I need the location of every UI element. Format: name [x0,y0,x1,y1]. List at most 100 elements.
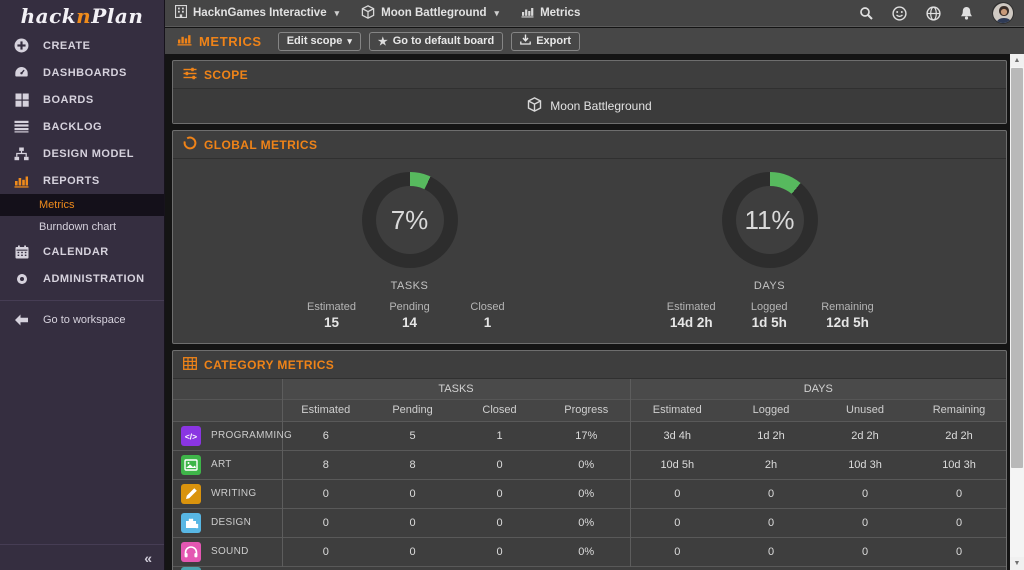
topbar: HacknGames Interactive ▾ Moon Battlegrou… [165,0,1024,27]
sidebar-item-label: BOARDS [43,93,94,106]
sidebar-item-dashboards[interactable]: DASHBOARDS [0,59,164,86]
feedback-smiley-icon[interactable] [892,5,907,21]
go-to-workspace-link[interactable]: Go to workspace [0,307,164,333]
sidebar-subitem-label: Burndown chart [39,221,117,233]
metrics-toolbar: METRICS Edit scope ▾ ★ Go to default boa… [165,28,1024,54]
export-button[interactable]: Export [511,31,581,51]
table-row: ART 8 8 0 0% 10d 5h 2h 10d 3h 10d 3h [173,449,1007,479]
days-stats: Estimated 14d 2h Logged 1d 5h Remaining … [665,301,874,330]
sidebar: hack n Plan CREATE DASHBOARDS BOARDS BACKL [0,0,165,570]
bar-chart-icon [521,6,534,21]
gear-icon [13,271,30,286]
workspace-selector[interactable]: HacknGames Interactive ▾ [174,4,340,21]
edit-scope-label: Edit scope [286,35,343,47]
puzzle-icon [181,512,201,533]
category-metrics-panel: CATEGORY METRICS TASKS DAYS Es [172,350,1007,570]
chevron-down-icon: ▾ [347,35,352,46]
col-header: Estimated [281,398,369,421]
table-column-header-row: Estimated Pending Closed Progress Estima… [173,398,1007,421]
metric-cell: 0 [456,478,543,508]
logo-text-accent: n [76,4,92,28]
user-avatar[interactable] [992,2,1014,24]
edit-scope-button[interactable]: Edit scope ▾ [277,31,361,51]
collapse-sidebar-icon[interactable]: « [144,549,152,566]
metric-cell: 0 [281,478,369,508]
bar-chart-icon [177,33,192,49]
sidebar-subitem-label: Metrics [39,199,75,211]
sidebar-item-label: BACKLOG [43,120,103,133]
metric-cell: 0 [912,536,1007,566]
sidebar-item-create[interactable]: CREATE [0,32,164,59]
metric-cell: 2d 2h [912,420,1007,450]
sidebar-collapse-bar: « [0,544,164,570]
cube-icon [361,4,375,22]
plus-circle-icon [13,38,30,53]
sidebar-item-label: ADMINISTRATION [43,272,145,285]
sidebar-item-backlog[interactable]: BACKLOG [0,113,164,140]
metric-cell: 10d 5h [629,449,725,479]
stat-logged: Logged 1d 5h [750,301,788,330]
scope-project-item[interactable]: Moon Battleground [173,89,1006,123]
metric-cell: 0 [369,478,456,508]
metric-cell: 0 [369,507,456,537]
go-to-default-board-button[interactable]: ★ Go to default board [368,31,504,51]
project-selector[interactable]: Moon Battleground ▾ [361,4,499,22]
category-name: WRITING [211,488,257,499]
page-title-text: METRICS [199,33,262,49]
workspace-name: HacknGames Interactive [193,7,327,19]
topbar-actions [859,2,1014,24]
metric-cell: 0 [912,507,1007,537]
sidebar-item-design-model[interactable]: DESIGN MODEL [0,140,164,167]
table-icon [183,356,197,373]
category-name-cell: ART [173,449,282,479]
days-percent-value: 11% [744,204,795,235]
sidebar-subitem-burndown-chart[interactable]: Burndown chart [0,216,164,238]
metric-cell: 0 [456,507,543,537]
chevron-down-icon: ▾ [334,7,340,18]
sidebar-divider [0,300,164,301]
col-header: Estimated [629,398,725,421]
scroll-down-arrow[interactable]: ▼ [1010,557,1024,570]
table-group-header-row: TASKS DAYS [173,379,1007,399]
col-header: Progress [543,398,631,421]
metric-cell: 0 [456,449,543,479]
sidebar-item-administration[interactable]: ADMINISTRATION [0,265,164,292]
col-header: Pending [369,398,456,421]
metric-cell: 0 [724,478,819,508]
globe-icon[interactable] [926,5,941,21]
category-metrics-table: TASKS DAYS Estimated Pending Closed Prog… [173,379,1007,570]
tasks-caption: TASKS [390,280,429,292]
scroll-up-arrow[interactable]: ▲ [1010,54,1024,67]
col-header: Logged [724,398,819,421]
notifications-bell-icon[interactable] [960,6,973,20]
sidebar-item-boards[interactable]: BOARDS [0,86,164,113]
sidebar-item-reports[interactable]: REPORTS [0,167,164,194]
code-icon: </> [181,425,201,446]
group-header-tasks: TASKS [281,379,631,399]
tasks-donut-group: 7% TASKS Estimated 15 Pending 14 [280,172,540,343]
category-metrics-header: CATEGORY METRICS [173,351,1006,379]
calendar-icon [13,244,30,259]
sidebar-item-calendar[interactable]: CALENDAR [0,238,164,265]
metric-cell: 10d 3h [912,449,1007,479]
board-grid-icon [13,92,30,107]
scrollbar-thumb[interactable] [1011,68,1023,468]
stat-estimated: Estimated 15 [307,301,356,330]
metric-cell: 0 [818,507,913,537]
gauge-icon [13,65,30,80]
sidebar-item-label: CREATE [43,39,91,52]
sidebar-subitem-metrics[interactable]: Metrics [0,194,164,216]
logo-text: hack [20,4,77,28]
image-icon [181,454,201,475]
category-metrics-title: CATEGORY METRICS [204,357,335,372]
hacknplan-logo[interactable]: hack n Plan [0,0,164,32]
category-name-cell: DESIGN [173,507,282,537]
sidebar-item-label: DESIGN MODEL [43,147,134,160]
metric-cell: 0 [724,507,819,537]
search-icon[interactable] [859,6,873,20]
scope-project-name: Moon Battleground [550,99,652,113]
scope-panel-header: SCOPE [173,61,1006,89]
section-tab-metrics[interactable]: Metrics [521,6,580,21]
refresh-circle-icon [183,136,197,153]
